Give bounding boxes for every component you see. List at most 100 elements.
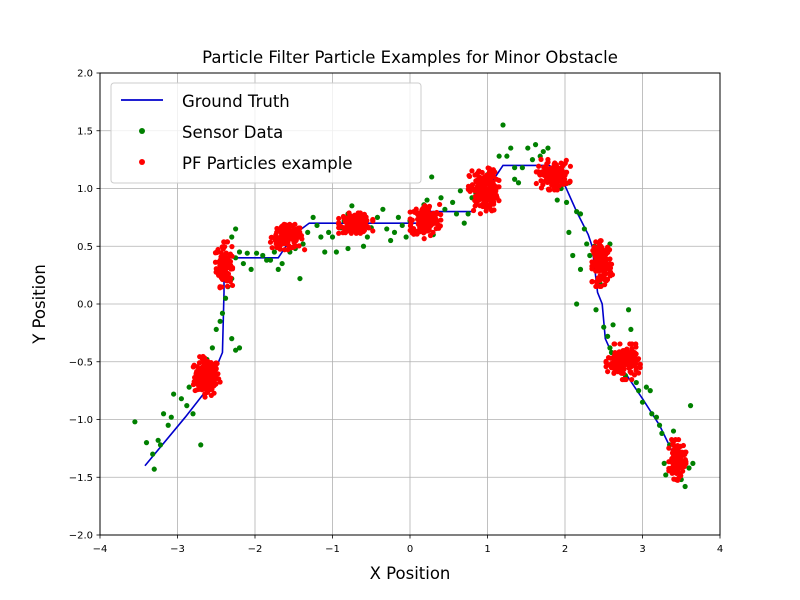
pf-particle xyxy=(602,269,608,275)
pf-particle xyxy=(352,212,358,218)
pf-particle xyxy=(363,218,369,225)
sensor-data-point xyxy=(453,211,460,217)
pf-particle xyxy=(484,188,490,194)
legend-sensor-data-marker xyxy=(139,128,145,134)
pf-particle xyxy=(589,259,595,265)
pf-particle xyxy=(496,177,502,183)
pf-particle xyxy=(203,380,209,386)
chart-title: Particle Filter Particle Examples for Mi… xyxy=(202,48,618,67)
sensor-data-point xyxy=(450,199,456,205)
sensor-data-point xyxy=(587,252,593,259)
sensor-data-point xyxy=(374,214,381,220)
pf-particle xyxy=(278,224,285,230)
pf-particle xyxy=(477,190,483,196)
pf-particle xyxy=(190,381,197,388)
pf-particle xyxy=(622,356,628,362)
sensor-data-point xyxy=(233,347,239,353)
sensor-data-point xyxy=(686,465,692,471)
sensor-data-point xyxy=(607,345,613,351)
pf-particle xyxy=(336,230,342,236)
pf-particle xyxy=(593,252,600,258)
pf-particle xyxy=(197,354,203,360)
sensor-data-point xyxy=(563,199,570,205)
sensor-data-point xyxy=(659,430,665,436)
pf-particle xyxy=(221,239,227,245)
pf-particle xyxy=(567,163,574,169)
pf-particle xyxy=(554,165,560,171)
pf-particle xyxy=(598,238,604,244)
pf-particle xyxy=(548,165,555,171)
pf-particle xyxy=(633,344,639,350)
pf-particle xyxy=(277,236,283,242)
pf-particle xyxy=(496,198,502,204)
sensor-data-point xyxy=(525,145,531,151)
pf-particle xyxy=(589,263,595,269)
sensor-data-point xyxy=(260,252,266,259)
pf-particle xyxy=(562,176,568,182)
pf-particle xyxy=(291,239,297,246)
pf-particle xyxy=(465,186,471,193)
sensor-data-point xyxy=(395,214,401,220)
pf-particle xyxy=(670,464,676,470)
sensor-data-point xyxy=(661,460,667,466)
pf-particle xyxy=(336,220,342,226)
sensor-data-point xyxy=(545,145,551,151)
pf-particle xyxy=(551,179,557,185)
pf-particle xyxy=(489,199,495,205)
pf-particle xyxy=(268,234,274,241)
sensor-data-point xyxy=(574,209,580,215)
sensor-data-point xyxy=(267,257,274,263)
legend-pf-particles-label: PF Particles example xyxy=(182,154,353,173)
pf-particle xyxy=(600,252,606,258)
pf-particle xyxy=(438,211,444,218)
sensor-data-point xyxy=(656,422,663,428)
sensor-data-point xyxy=(601,324,607,330)
pf-particle xyxy=(224,239,231,245)
pf-particle xyxy=(472,193,478,199)
sensor-data-point xyxy=(236,249,243,255)
sensor-data-point xyxy=(329,234,336,240)
pf-particle xyxy=(409,230,415,236)
sensor-data-point xyxy=(682,483,688,490)
legend-sensor-data-label: Sensor Data xyxy=(182,123,283,142)
pf-particle xyxy=(486,204,492,210)
pf-particle xyxy=(466,172,472,179)
sensor-data-point xyxy=(570,252,576,259)
pf-particle xyxy=(673,452,679,458)
pf-particle xyxy=(666,468,672,474)
x-axis-label: X Position xyxy=(370,564,451,583)
sensor-data-point xyxy=(360,243,367,249)
pf-particle xyxy=(491,207,497,213)
pf-particle xyxy=(422,209,429,216)
sensor-data-point xyxy=(275,266,281,272)
pf-particle xyxy=(370,228,376,234)
pf-particle xyxy=(229,244,235,250)
pf-particle xyxy=(618,351,624,358)
pf-particle xyxy=(208,392,214,399)
pf-particle xyxy=(221,275,227,281)
sensor-data-point xyxy=(310,214,316,220)
pf-particle xyxy=(357,230,364,236)
sensor-data-point xyxy=(636,388,642,394)
pf-particle xyxy=(476,168,482,174)
sensor-data-point xyxy=(500,122,506,128)
y-tick-label: −1.0 xyxy=(69,415,93,426)
x-tick-label: −4 xyxy=(93,544,108,555)
sensor-data-point xyxy=(322,249,328,255)
pf-particle xyxy=(603,358,609,364)
sensor-data-point xyxy=(584,241,590,247)
pf-particle xyxy=(477,203,483,209)
pf-particle xyxy=(286,230,292,236)
pf-particle xyxy=(351,228,357,234)
pf-particle xyxy=(281,247,288,253)
pf-particle xyxy=(496,184,502,190)
pf-particle xyxy=(605,263,611,269)
sensor-data-point xyxy=(605,333,611,339)
pf-particle xyxy=(437,223,443,229)
sensor-data-point xyxy=(496,153,502,159)
sensor-data-point xyxy=(279,260,285,267)
sensor-data-point xyxy=(380,206,386,212)
sensor-data-point xyxy=(132,419,138,425)
pf-particle xyxy=(294,231,300,238)
pf-particle xyxy=(626,365,632,371)
